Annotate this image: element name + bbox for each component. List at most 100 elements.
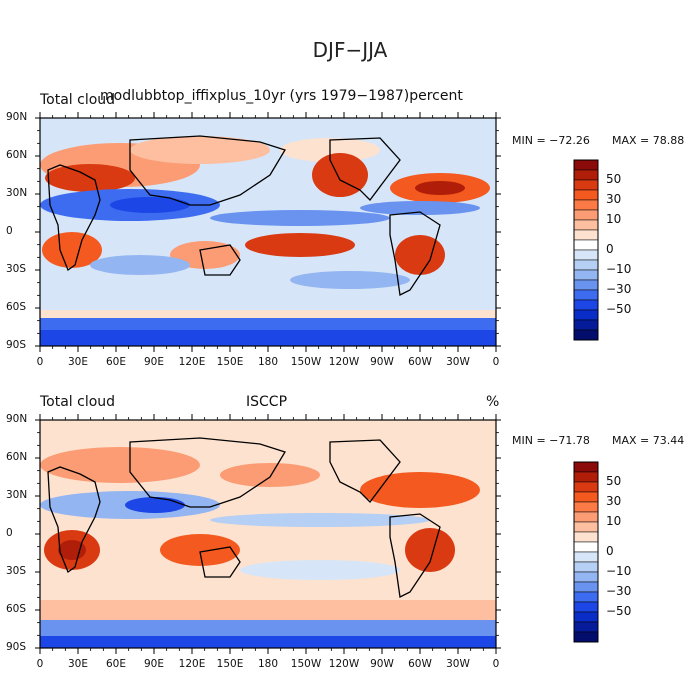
panel-b-variable-label: Total cloud xyxy=(40,394,116,410)
lon-tick-label: 120W xyxy=(328,356,360,368)
lon-tick-label: 150E xyxy=(216,658,244,670)
colorbar-swatch xyxy=(573,219,599,231)
lon-tick-label: 60W xyxy=(408,356,432,368)
lat-tick-label: 30S xyxy=(6,263,27,275)
lon-tick-label: 30E xyxy=(68,658,88,670)
colorbar-swatch xyxy=(573,189,599,201)
colorbar-swatch xyxy=(573,289,599,301)
colorbar-swatch xyxy=(573,239,599,251)
lon-tick-label: 60E xyxy=(106,658,126,670)
colorbar-swatch xyxy=(573,229,599,241)
coastlines xyxy=(47,135,441,598)
lat-tick-label: 30N xyxy=(6,489,28,501)
colorbar-label: −10 xyxy=(606,564,632,578)
lon-tick-label: 30W xyxy=(446,356,470,368)
lat-tick-label: 90S xyxy=(6,339,27,351)
colorbar-swatch xyxy=(573,621,599,633)
colorbar-swatch xyxy=(573,491,599,503)
colorbar-label: 0 xyxy=(606,544,614,558)
lon-tick-label: 150W xyxy=(290,356,322,368)
panel-b-units-label: % xyxy=(486,394,500,410)
colorbar-label: −30 xyxy=(606,584,632,598)
lon-tick-label: 60W xyxy=(408,658,432,670)
lat-tick-label: 60S xyxy=(6,603,27,615)
figure-title: DJF−JJA xyxy=(312,38,388,62)
colorbar-label: 0 xyxy=(606,242,614,256)
colorbar-swatch xyxy=(573,259,599,271)
colorbar-label: −30 xyxy=(606,282,632,296)
colorbar-swatch xyxy=(573,511,599,523)
isccp-map xyxy=(40,420,496,648)
panel-a-min-text: MIN = −72.26 xyxy=(512,134,590,147)
colorbar-swatch xyxy=(573,541,599,553)
panel-a-variable-label: Total cloud xyxy=(40,92,116,108)
lon-tick-label: 150E xyxy=(216,356,244,368)
lon-tick-label: 0 xyxy=(36,356,44,368)
colorbar-swatch xyxy=(573,269,599,281)
colorbar-swatch xyxy=(573,631,599,643)
colorbar-swatch xyxy=(573,299,599,311)
lon-tick-label: 120W xyxy=(328,658,360,670)
colorbar-swatch xyxy=(573,531,599,543)
lat-tick-label: 0 xyxy=(6,225,13,237)
lat-tick-label: 90N xyxy=(6,111,28,123)
colorbar-swatch xyxy=(573,319,599,331)
lon-tick-label: 90W xyxy=(370,356,394,368)
colorbars xyxy=(573,159,599,643)
colorbar-label: 30 xyxy=(606,192,622,206)
colorbar-label: 10 xyxy=(606,212,622,226)
lon-tick-label: 120E xyxy=(178,658,206,670)
lat-tick-label: 60N xyxy=(6,451,28,463)
colorbar-swatch xyxy=(573,279,599,291)
colorbar-swatch xyxy=(573,571,599,583)
colorbar-swatch xyxy=(573,461,599,473)
map-frames xyxy=(35,112,501,654)
lon-tick-label: 180 xyxy=(257,356,279,368)
colorbar-swatch xyxy=(573,209,599,221)
lon-tick-label: 0 xyxy=(492,658,500,670)
colorbar-swatch xyxy=(573,199,599,211)
colorbar-label: 30 xyxy=(606,494,622,508)
colorbar-swatch xyxy=(573,611,599,623)
lat-tick-label: 0 xyxy=(6,527,13,539)
lon-tick-label: 120E xyxy=(178,356,206,368)
colorbar-swatch xyxy=(573,309,599,321)
colorbar-swatch xyxy=(573,601,599,613)
panel-a-source-label: modlubbtop_iffixplus_10yr (yrs 1979−1987… xyxy=(100,88,463,104)
lon-tick-label: 90E xyxy=(144,658,164,670)
lat-tick-label: 60N xyxy=(6,149,28,161)
panel-b-min-text: MIN = −71.78 xyxy=(512,434,590,447)
lat-tick-label: 30N xyxy=(6,187,28,199)
model-map xyxy=(40,118,496,346)
lon-tick-label: 0 xyxy=(36,658,44,670)
colorbar-label: −50 xyxy=(606,604,632,618)
colorbar-label: −50 xyxy=(606,302,632,316)
lat-tick-label: 90N xyxy=(6,413,28,425)
colorbar-swatch xyxy=(573,179,599,191)
lon-tick-label: 90W xyxy=(370,658,394,670)
colorbar-frame xyxy=(573,461,599,643)
lon-tick-label: 180 xyxy=(257,658,279,670)
lon-tick-label: 90E xyxy=(144,356,164,368)
colorbar-label: 50 xyxy=(606,474,622,488)
panel-a-max-text: MAX = 78.88 xyxy=(612,134,685,147)
colorbar-swatch xyxy=(573,249,599,261)
lon-tick-label: 0 xyxy=(492,356,500,368)
colorbar-swatch xyxy=(573,591,599,603)
colorbar-swatch xyxy=(573,471,599,483)
lat-tick-label: 60S xyxy=(6,301,27,313)
colorbar-label: −10 xyxy=(606,262,632,276)
colorbar-swatch xyxy=(573,329,599,341)
colorbar-swatch xyxy=(573,551,599,563)
colorbar-label: 10 xyxy=(606,514,622,528)
colorbar-swatch xyxy=(573,581,599,593)
lon-tick-label: 60E xyxy=(106,356,126,368)
lon-tick-label: 30W xyxy=(446,658,470,670)
colorbar-swatch xyxy=(573,169,599,181)
lon-tick-label: 30E xyxy=(68,356,88,368)
colorbar-frame xyxy=(573,159,599,341)
panel-b-max-text: MAX = 73.44 xyxy=(612,434,685,447)
colorbar-label: 50 xyxy=(606,172,622,186)
colorbar-swatch xyxy=(573,159,599,171)
